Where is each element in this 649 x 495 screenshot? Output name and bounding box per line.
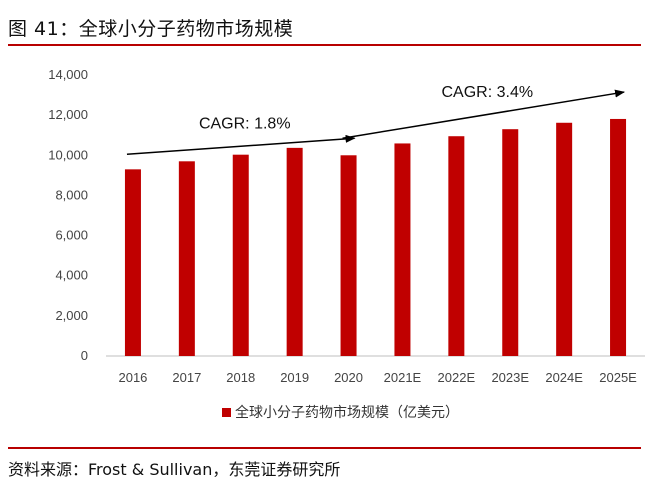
cagr-label: CAGR: 1.8% bbox=[199, 115, 291, 132]
bar bbox=[610, 118, 627, 357]
cagr-arrow bbox=[126, 134, 356, 156]
x-tick-label: 2019 bbox=[280, 370, 309, 385]
legend-label: 全球小分子药物市场规模（亿美元） bbox=[235, 404, 459, 421]
bars-group bbox=[124, 118, 627, 357]
legend: 全球小分子药物市场规模（亿美元） bbox=[222, 404, 459, 421]
x-tick-label: 2022E bbox=[438, 370, 476, 385]
x-tick-label: 2024E bbox=[545, 370, 583, 385]
bar bbox=[502, 129, 519, 356]
annotations: CAGR: 1.8% CAGR: 3.4% bbox=[126, 84, 626, 156]
bar bbox=[556, 122, 573, 357]
y-tick-label: 4,000 bbox=[55, 268, 88, 283]
y-tick-label: 12,000 bbox=[48, 107, 88, 122]
x-tick-label: 2020 bbox=[334, 370, 363, 385]
x-tick-label: 2023E bbox=[491, 370, 529, 385]
x-tick-label: 2016 bbox=[118, 370, 147, 385]
cagr-label: CAGR: 3.4% bbox=[442, 84, 534, 101]
x-tick-label: 2025E bbox=[599, 370, 637, 385]
bar bbox=[394, 143, 411, 356]
cagr-arrow bbox=[342, 89, 626, 139]
y-tick-label: 10,000 bbox=[48, 147, 88, 162]
y-axis: 0 2,000 4,000 6,000 8,000 10,000 12,000 14,000 bbox=[48, 67, 88, 363]
y-tick-label: 2,000 bbox=[55, 308, 88, 323]
x-axis: 2016 2017 2018 2019 2020 2021E 2022E 2023E 2024E… bbox=[118, 370, 637, 385]
y-tick-label: 14,000 bbox=[48, 67, 88, 82]
source-rule bbox=[8, 447, 641, 449]
bar bbox=[448, 136, 465, 356]
x-tick-label: 2021E bbox=[384, 370, 422, 385]
title-rule bbox=[8, 44, 641, 46]
bar bbox=[232, 154, 249, 356]
legend-swatch bbox=[222, 408, 231, 417]
figure-title: 图 41：全球小分子药物市场规模 bbox=[8, 18, 294, 40]
x-tick-label: 2017 bbox=[172, 370, 201, 385]
bar bbox=[340, 155, 357, 356]
x-tick-label: 2018 bbox=[226, 370, 255, 385]
source-note: 资料来源：Frost & Sullivan，东莞证券研究所 bbox=[8, 460, 341, 479]
y-tick-label: 8,000 bbox=[55, 187, 88, 202]
y-tick-label: 0 bbox=[81, 348, 88, 363]
bar bbox=[124, 169, 141, 356]
bar bbox=[286, 147, 303, 356]
y-tick-label: 6,000 bbox=[55, 228, 88, 243]
bar bbox=[178, 161, 195, 356]
